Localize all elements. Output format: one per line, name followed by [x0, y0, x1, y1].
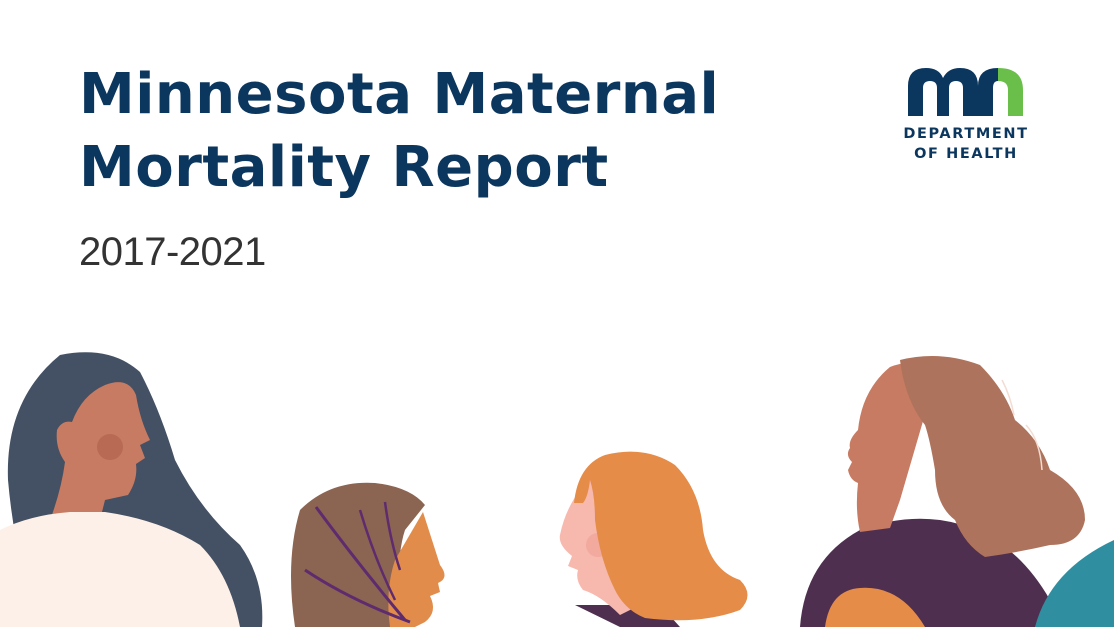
woman-dark-hair-illustration	[0, 352, 263, 627]
title-line-1: Minnesota Maternal	[79, 62, 720, 127]
woman-wavy-hair-illustration	[800, 356, 1114, 627]
logo-line-1: DEPARTMENT	[903, 126, 1029, 142]
report-years: 2017-2021	[79, 230, 266, 274]
mn-logo-mark-icon	[908, 68, 1023, 116]
woman-orange-hair-illustration	[559, 451, 748, 627]
report-title: Minnesota Maternal Mortality Report	[79, 58, 719, 204]
woman-hijab-illustration	[291, 482, 445, 627]
title-line-2: Mortality Report	[79, 135, 609, 200]
mdh-logo: DEPARTMENT OF HEALTH	[893, 66, 1043, 166]
logo-line-2: OF HEALTH	[914, 146, 1018, 162]
